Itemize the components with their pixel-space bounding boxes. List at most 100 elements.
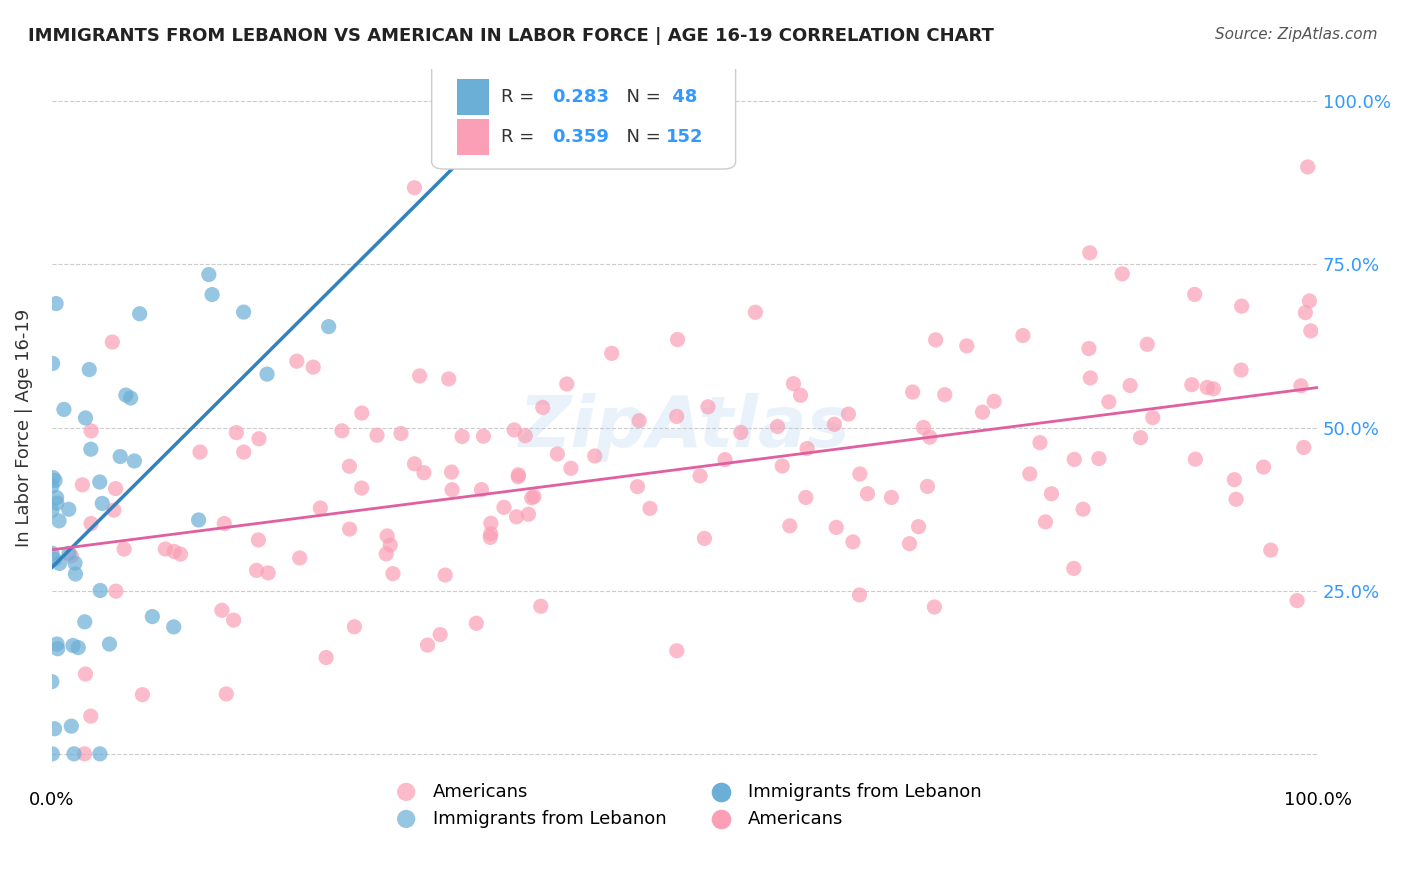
Americans	[225, 425, 247, 440]
Americans	[214, 516, 236, 531]
Americans	[1142, 410, 1164, 425]
Americans	[1077, 342, 1099, 356]
Americans	[1260, 543, 1282, 558]
Immigrants from Lebanon	[115, 388, 138, 402]
Americans	[288, 551, 311, 566]
Americans	[1018, 467, 1040, 481]
Immigrants from Lebanon	[45, 296, 67, 310]
Text: N =: N =	[616, 88, 666, 106]
Immigrants from Lebanon	[63, 556, 86, 570]
Immigrants from Lebanon	[44, 552, 66, 566]
Immigrants from Lebanon	[141, 609, 163, 624]
Text: 48: 48	[666, 88, 697, 106]
Americans	[1202, 382, 1225, 396]
Americans	[451, 429, 474, 443]
Americans	[75, 667, 97, 681]
Americans	[1184, 452, 1206, 467]
Americans	[1230, 299, 1253, 313]
Americans	[380, 538, 402, 552]
Text: 0.359: 0.359	[553, 128, 609, 145]
Americans	[517, 508, 540, 522]
Americans	[1223, 473, 1246, 487]
Americans	[1088, 451, 1111, 466]
Americans	[972, 405, 994, 419]
Americans	[837, 407, 859, 421]
Text: 152: 152	[666, 128, 703, 145]
Americans	[350, 481, 373, 495]
Americans	[479, 516, 502, 531]
Immigrants from Lebanon	[91, 496, 114, 510]
Text: ZipAtlas: ZipAtlas	[519, 393, 851, 462]
Immigrants from Lebanon	[58, 546, 80, 560]
Immigrants from Lebanon	[46, 641, 69, 656]
Americans	[503, 423, 526, 437]
Americans	[782, 376, 804, 391]
Americans	[437, 372, 460, 386]
Americans	[934, 387, 956, 401]
Americans	[232, 445, 254, 459]
Americans	[849, 467, 872, 481]
Immigrants from Lebanon	[41, 546, 63, 560]
Immigrants from Lebanon	[52, 402, 75, 417]
Americans	[560, 461, 582, 475]
Immigrants from Lebanon	[163, 620, 186, 634]
Text: 0.283: 0.283	[553, 88, 609, 106]
Immigrants from Lebanon	[67, 640, 90, 655]
Americans	[155, 541, 177, 556]
Americans	[73, 747, 96, 761]
Americans	[60, 549, 83, 563]
Immigrants from Lebanon	[80, 442, 103, 457]
Immigrants from Lebanon	[41, 747, 63, 761]
Americans	[583, 449, 606, 463]
Americans	[697, 400, 720, 414]
Americans	[479, 530, 502, 544]
Americans	[917, 479, 939, 493]
Americans	[1040, 487, 1063, 501]
Americans	[80, 709, 103, 723]
Americans	[1299, 324, 1322, 338]
Americans	[1286, 593, 1309, 607]
Americans	[408, 368, 430, 383]
Text: R =: R =	[502, 88, 540, 106]
Americans	[628, 414, 651, 428]
Americans	[666, 333, 689, 347]
FancyBboxPatch shape	[432, 62, 735, 169]
Americans	[983, 394, 1005, 409]
Americans	[434, 568, 457, 582]
Americans	[626, 480, 648, 494]
Americans	[924, 600, 946, 615]
Americans	[416, 638, 439, 652]
Americans	[744, 305, 766, 319]
Americans	[80, 424, 103, 438]
Immigrants from Lebanon	[89, 583, 111, 598]
Americans	[413, 466, 436, 480]
Americans	[169, 547, 191, 561]
Americans	[1230, 363, 1253, 377]
Americans	[103, 503, 125, 517]
Americans	[1119, 378, 1142, 392]
Americans	[163, 544, 186, 558]
Americans	[714, 452, 737, 467]
Americans	[479, 526, 502, 541]
Americans	[330, 424, 353, 438]
Americans	[315, 650, 337, 665]
Immigrants from Lebanon	[44, 722, 66, 736]
Americans	[1296, 160, 1319, 174]
Americans	[1129, 431, 1152, 445]
Immigrants from Lebanon	[318, 319, 340, 334]
Americans	[375, 547, 398, 561]
Immigrants from Lebanon	[124, 454, 146, 468]
Americans	[779, 518, 801, 533]
Americans	[918, 430, 941, 444]
Americans	[508, 470, 530, 484]
FancyBboxPatch shape	[457, 79, 489, 115]
Immigrants from Lebanon	[108, 450, 131, 464]
Americans	[441, 483, 464, 497]
Immigrants from Lebanon	[187, 513, 209, 527]
Immigrants from Lebanon	[41, 356, 63, 370]
Americans	[404, 180, 426, 194]
Americans	[898, 536, 921, 550]
Americans	[856, 487, 879, 501]
Americans	[1294, 305, 1316, 319]
Americans	[555, 376, 578, 391]
